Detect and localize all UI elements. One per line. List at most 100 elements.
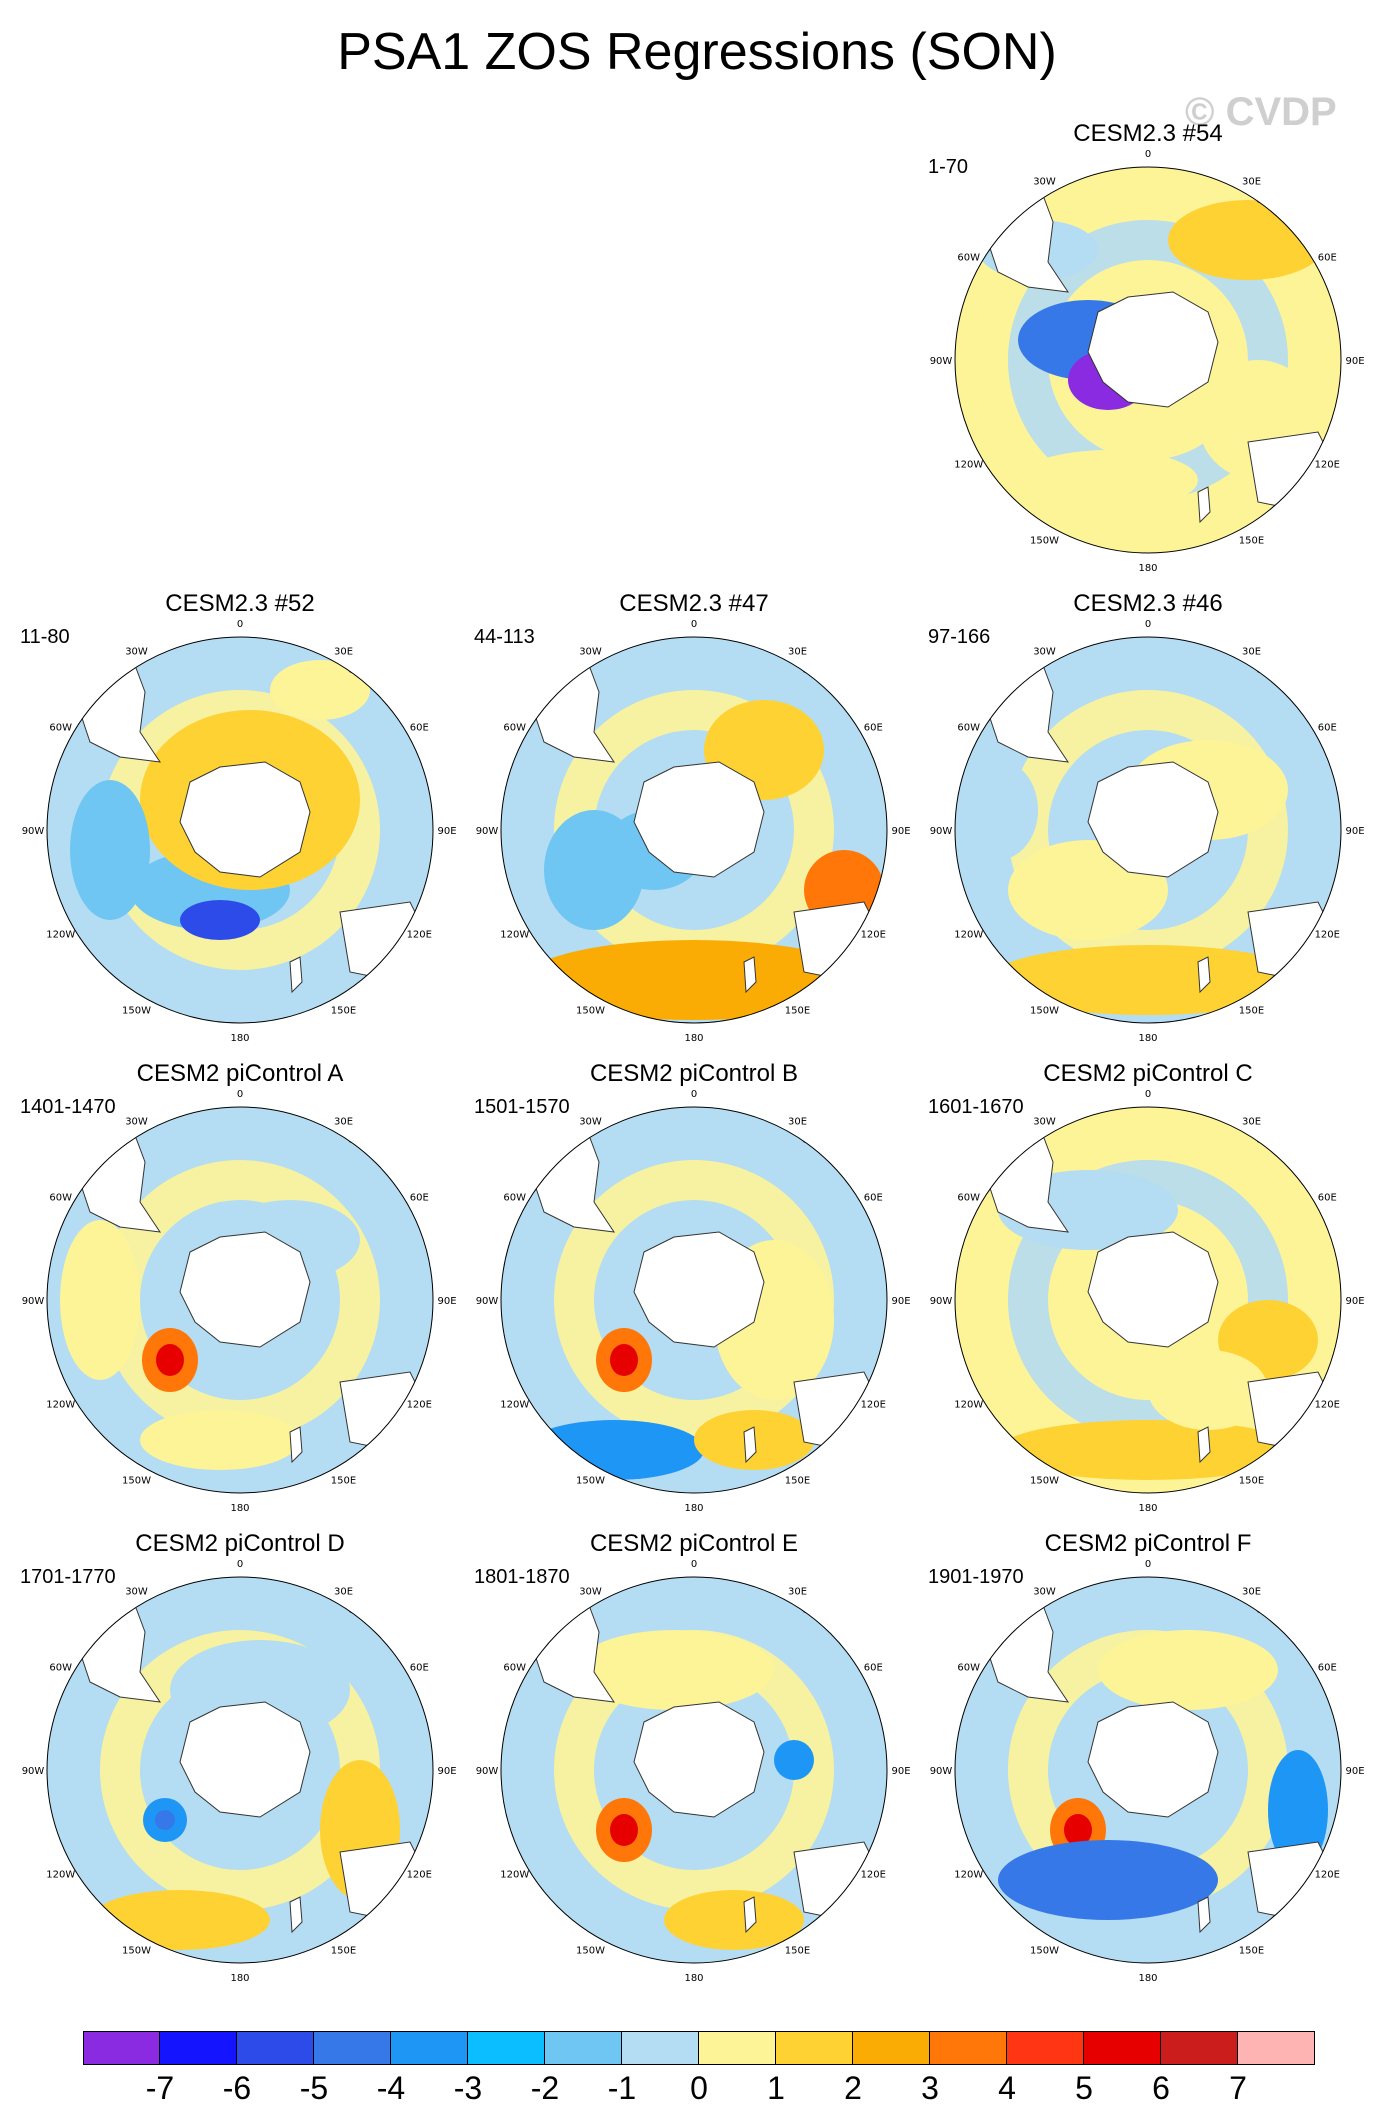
longitude-label: 0: [691, 1559, 697, 1570]
longitude-label: 120W: [954, 1870, 983, 1881]
longitude-label: 150E: [785, 1005, 810, 1016]
longitude-label: 90E: [437, 1766, 456, 1777]
landmass: [793, 901, 885, 983]
longitude-label: 60W: [957, 1193, 980, 1204]
colorbar-tick-label: -3: [453, 2070, 483, 2106]
panel-period: 1-70: [928, 156, 969, 178]
map-boundary: [46, 1576, 434, 1964]
colorbar-tick-label: -6: [222, 2070, 252, 2106]
longitude-label: 120W: [46, 930, 75, 941]
longitude-label: 0: [691, 1089, 697, 1100]
anomaly-patch: [90, 1890, 270, 1950]
anomaly-patch: [60, 1220, 140, 1380]
longitude-label: 90E: [891, 826, 910, 837]
anomaly-patch: [1064, 1814, 1092, 1846]
polar-map: 0 30E 60E 90E 120E 150E 180 150W 120W 90W 60W 30W: [476, 1559, 911, 1984]
longitude-label: 90E: [891, 1766, 910, 1777]
longitude-label: 120W: [500, 1870, 529, 1881]
antarctica: [1087, 291, 1219, 408]
landmass: [339, 901, 431, 983]
longitude-label: 150W: [1030, 1475, 1059, 1486]
longitude-label: 30W: [579, 1117, 602, 1128]
longitude-label: 150W: [122, 1945, 151, 1956]
map-boundary: [954, 636, 1342, 1024]
longitude-label: 0: [1145, 619, 1151, 630]
anomaly-patch: [140, 1410, 300, 1470]
longitude-label: 30E: [334, 1117, 353, 1128]
panel-period: 1701-1770: [20, 1566, 116, 1588]
map-panel: CESM2.3 #46 97-166 0 30E 60E 90E 120E 150E 180 15…: [918, 590, 1378, 1060]
colorbar-box: [160, 2031, 237, 2065]
longitude-label: 150E: [331, 1005, 356, 1016]
colorbar-tick-label: 1: [767, 2070, 785, 2106]
longitude-label: 150E: [1239, 1945, 1264, 1956]
colorbar-box: [853, 2031, 930, 2065]
panel-period: 1901-1970: [928, 1566, 1024, 1588]
colorbar-tick-label: 3: [921, 2070, 939, 2106]
longitude-label: 150E: [1239, 535, 1264, 546]
polar-map: 0 30E 60E 90E 120E 150E 180 150W 120W 90W 60W 30W: [930, 1089, 1365, 1514]
landmass: [1247, 1371, 1339, 1453]
longitude-label: 180: [230, 1973, 249, 1984]
longitude-label: 180: [1138, 1033, 1157, 1044]
colorbar-box: [930, 2031, 1007, 2065]
longitude-label: 90W: [22, 826, 45, 837]
longitude-label: 180: [230, 1503, 249, 1514]
longitude-label: 0: [1145, 1089, 1151, 1100]
panel-title: CESM2.3 #54: [1073, 120, 1223, 147]
longitude-label: 90W: [22, 1766, 45, 1777]
panel-title: CESM2 piControl F: [1044, 1530, 1252, 1557]
longitude-label: 60W: [503, 1663, 526, 1674]
map-boundary: [500, 636, 888, 1024]
longitude-label: 120E: [1315, 1400, 1340, 1411]
longitude-label: 90E: [1345, 1296, 1364, 1307]
colorbar-box: [1007, 2031, 1084, 2065]
longitude-label: 150W: [122, 1005, 151, 1016]
colorbar-tick-label: 2: [844, 2070, 862, 2106]
panel-title: CESM2 piControl D: [135, 1530, 345, 1557]
colorbar-tick-label: 0: [690, 2070, 708, 2106]
longitude-label: 90W: [930, 826, 953, 837]
longitude-label: 60W: [957, 723, 980, 734]
longitude-label: 180: [230, 1033, 249, 1044]
landmass: [1247, 1841, 1339, 1923]
antarctica: [179, 761, 311, 878]
polar-map: 0 30E 60E 90E 120E 150E 180 150W 120W 90W 60W 30W: [476, 1089, 911, 1514]
polar-map: 0 30E 60E 90E 120E 150E 180 150W 120W 90W 60W 30W: [930, 149, 1365, 574]
map-panel: CESM2 piControl B 1501-1570 0 30E 60E 90E 120E…: [464, 1060, 924, 1530]
longitude-label: 60E: [864, 723, 883, 734]
anomaly-patch: [155, 1810, 175, 1830]
longitude-label: 90E: [1345, 1766, 1364, 1777]
longitude-label: 180: [684, 1033, 703, 1044]
longitude-label: 150W: [1030, 535, 1059, 546]
antarctica: [633, 1231, 765, 1348]
longitude-label: 0: [237, 1089, 243, 1100]
longitude-label: 60W: [957, 1663, 980, 1674]
colorbar-tick-label: -1: [607, 2070, 637, 2106]
map-boundary: [954, 1576, 1342, 1964]
map-panel: CESM2.3 #47 44-113 0 30E 60E 90E 120E 150E 180 15…: [464, 590, 924, 1060]
landmass: [1247, 431, 1339, 513]
polar-map: 0 30E 60E 90E 120E 150E 180 150W 120W 90W 60W 30W: [22, 1089, 457, 1514]
landmass: [1197, 486, 1211, 524]
anomaly-patch: [524, 940, 864, 1020]
longitude-label: 120W: [46, 1870, 75, 1881]
longitude-label: 150E: [785, 1475, 810, 1486]
colorbar-box: [468, 2031, 545, 2065]
panel-title: CESM2 piControl C: [1043, 1060, 1253, 1087]
landmass: [793, 1371, 885, 1453]
map-boundary: [46, 1106, 434, 1494]
map-panel: CESM2 piControl C 1601-1670 0 30E 60E 90E 120E…: [918, 1060, 1378, 1530]
longitude-label: 30E: [334, 647, 353, 658]
longitude-label: 30W: [125, 647, 148, 658]
longitude-label: 30W: [1033, 1117, 1056, 1128]
longitude-label: 180: [684, 1973, 703, 1984]
longitude-label: 30W: [1033, 647, 1056, 658]
longitude-label: 120W: [500, 1400, 529, 1411]
map-panel: CESM2 piControl E 1801-1870 0 30E 60E 90E 120E…: [464, 1530, 924, 2000]
landmass: [1197, 1896, 1211, 1934]
longitude-label: 150E: [331, 1945, 356, 1956]
colorbar-tick-label: 5: [1075, 2070, 1093, 2106]
longitude-label: 150W: [576, 1475, 605, 1486]
longitude-label: 60W: [49, 1663, 72, 1674]
